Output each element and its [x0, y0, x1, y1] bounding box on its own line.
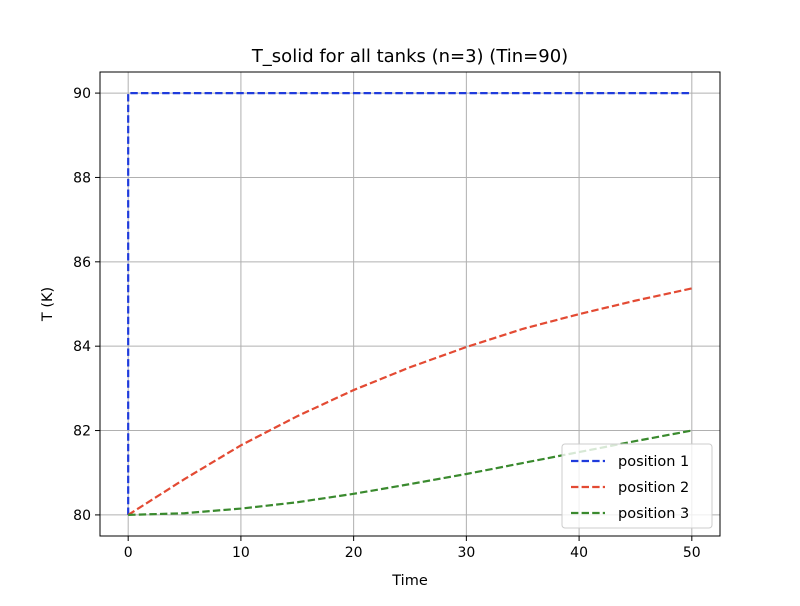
legend-box [561, 443, 713, 529]
plot-frame [99, 71, 721, 537]
axis-ticks: 0 10 20 30 40 50 80 82 84 86 88 90 [73, 86, 701, 561]
legend: position 1 position 2 position 3 [561, 443, 713, 529]
series-line-position-2 [127, 287, 693, 516]
y-tick-label: 84 [73, 339, 91, 355]
y-tick-label: 82 [73, 424, 91, 440]
y-tick-label: 88 [73, 170, 91, 186]
y-tick-label: 90 [73, 86, 91, 102]
legend-label: position 2 [618, 480, 689, 496]
x-tick-label: 30 [457, 545, 475, 561]
x-tick-label: 10 [232, 545, 250, 561]
legend-label: position 1 [618, 454, 689, 470]
x-tick-label: 50 [683, 545, 701, 561]
y-tick-label: 80 [73, 508, 91, 524]
series-lines [127, 91, 693, 517]
series-line-position-1 [127, 91, 692, 515]
y-tick-label: 86 [73, 255, 91, 271]
legend-label: position 3 [618, 506, 689, 522]
chart-title: T_solid for all tanks (n=3) (Tin=90) [251, 46, 568, 67]
x-tick-label: 20 [345, 545, 363, 561]
x-tick-label: 40 [570, 545, 588, 561]
y-axis-label: T (K) [40, 287, 56, 322]
grid [100, 72, 720, 536]
x-axis-label: Time [391, 573, 428, 589]
x-tick-label: 0 [124, 545, 133, 561]
